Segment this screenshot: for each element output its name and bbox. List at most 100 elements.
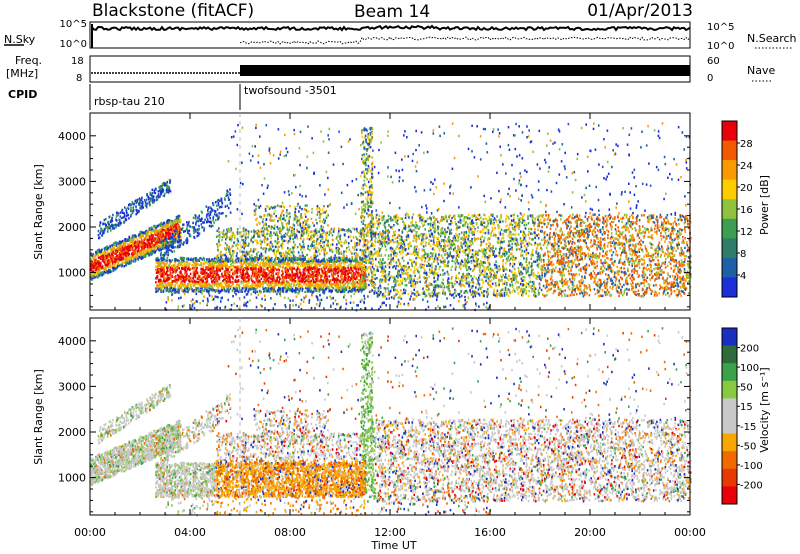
range-gate-cell [229,281,232,284]
range-gate-cell [155,281,157,284]
noise-right-tick-high: 10^5 [707,22,734,33]
range-gate-cell [165,279,168,283]
range-gate-cell [127,256,130,260]
range-gate-cell [184,272,186,275]
range-gate-cell [192,270,195,273]
range-gate-cell [316,280,319,283]
range-gate-cell [100,253,102,256]
range-gate-cell [104,256,106,259]
range-gate-cell [141,235,143,238]
range-gate-cell [304,269,307,273]
range-gate-cell [92,270,94,273]
range-gate-cell [119,250,122,254]
range-gate-cell [227,248,230,251]
range-gate-cell [128,238,131,242]
range-gate-cell [220,198,223,201]
range-gate-cell [344,278,347,282]
range-gate-cell [168,284,171,287]
range-gate-cell [217,201,220,205]
range-gate-cell [294,276,297,280]
beam-title: Beam 14 [354,2,430,22]
range-gate-cell [141,251,144,255]
range-gate-cell [198,232,201,235]
range-gate-cell [339,284,341,287]
range-gate-cell [188,288,190,291]
range-gate-cell [334,263,336,266]
range-gate-cell [143,237,146,240]
range-gate-cell [304,266,307,270]
range-gate-cell [144,203,147,206]
range-gate-cell [178,237,180,241]
nave-right-tick-low: 0 [707,73,713,84]
range-gate-cell [304,255,306,259]
range-gate-cell [158,186,160,189]
range-gate-cell [98,261,101,264]
range-gate-cell [117,260,119,263]
range-gate-cell [234,234,236,237]
range-gate-cell [294,243,296,246]
range-gate-cell [186,224,189,228]
range-gate-cell [137,258,140,262]
range-gate-cell [171,250,173,253]
range-gate-cell [134,199,137,203]
range-gate-cell [248,275,250,278]
range-gate-cell [193,226,196,229]
range-gate-cell [133,252,135,255]
range-gate-cell [90,262,92,266]
range-gate-cell [198,217,200,220]
range-gate-cell [135,252,137,255]
range-gate-cell [179,220,182,224]
range-gate-cell [105,267,107,271]
range-gate-cell [151,252,154,255]
range-gate-cell [131,234,134,237]
range-gate-cell [168,178,171,182]
range-gate-cell [221,272,223,275]
range-gate-cell [332,261,334,264]
range-gate-cell [167,228,169,231]
range-gate-cell [183,257,186,260]
range-gate-cell [210,269,213,273]
range-gate-cell [108,222,110,225]
range-gate-cell [193,231,195,235]
range-gate-cell [116,223,118,227]
range-gate-cell [229,252,231,256]
range-gate-cell [104,263,106,266]
range-gate-cell [169,228,171,232]
range-gate-cell [292,265,295,268]
range-gate-cell [163,192,166,196]
range-gate-cell [141,255,143,258]
range-gate-cell [109,270,111,274]
range-gate-cell [156,196,159,199]
range-gate-cell [217,290,219,293]
noise-traces [91,24,691,48]
range-gate-cell [112,258,115,262]
range-gate-cell [199,263,201,267]
range-gate-cell [103,270,106,274]
range-gate-cell [155,271,158,275]
range-gate-cell [149,235,151,238]
range-gate-cell [227,196,230,199]
range-gate-cell [282,290,285,294]
range-gate-cell [107,253,109,256]
range-gate-cell [175,227,177,230]
range-gate-cell [156,237,159,241]
range-gate-cell [345,255,348,258]
range-gate-cell [317,277,319,280]
range-gate-cell [313,247,315,250]
range-gate-cell [176,274,179,277]
range-gate-cell [181,226,184,230]
range-gate-cell [140,206,143,210]
range-gate-cell [128,246,131,249]
range-gate-cell [178,261,180,264]
range-gate-cell [314,262,317,265]
range-gate-cell [161,182,164,186]
range-gate-cell [333,272,335,275]
range-gate-cell [218,215,220,218]
range-gate-cell [224,282,227,285]
range-gate-cell [93,267,95,270]
range-gate-cell [335,286,338,289]
range-gate-cell [105,226,108,229]
range-gate-cell [176,216,178,219]
range-gate-cell [268,260,270,263]
range-gate-cell [138,209,140,213]
